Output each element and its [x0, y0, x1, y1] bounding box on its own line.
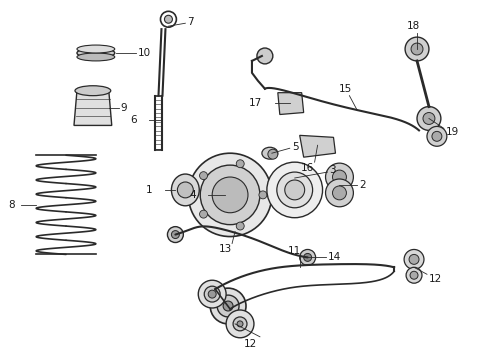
Circle shape — [411, 43, 423, 55]
Ellipse shape — [77, 48, 115, 58]
Circle shape — [406, 267, 422, 283]
Text: 12: 12 — [429, 274, 442, 284]
Text: 12: 12 — [244, 339, 257, 349]
Text: 10: 10 — [138, 48, 151, 58]
Ellipse shape — [77, 53, 115, 61]
Text: 4: 4 — [190, 190, 196, 200]
Text: 3: 3 — [329, 165, 336, 175]
Circle shape — [417, 107, 441, 130]
Polygon shape — [278, 93, 304, 114]
Text: 6: 6 — [130, 116, 137, 126]
Circle shape — [226, 310, 254, 338]
Circle shape — [188, 153, 272, 237]
Circle shape — [172, 231, 179, 239]
Ellipse shape — [262, 147, 278, 159]
Ellipse shape — [77, 45, 115, 53]
Text: 11: 11 — [288, 247, 301, 256]
Circle shape — [257, 48, 273, 64]
Circle shape — [223, 301, 233, 311]
Text: 8: 8 — [8, 200, 15, 210]
Text: 5: 5 — [292, 142, 298, 152]
Circle shape — [325, 179, 353, 207]
Circle shape — [325, 163, 353, 191]
Circle shape — [405, 37, 429, 61]
Circle shape — [333, 170, 346, 184]
Circle shape — [404, 249, 424, 269]
Polygon shape — [74, 91, 112, 125]
Text: 2: 2 — [359, 180, 366, 190]
Circle shape — [268, 149, 278, 159]
Text: 7: 7 — [187, 17, 194, 27]
Circle shape — [212, 177, 248, 213]
Circle shape — [304, 253, 312, 261]
Circle shape — [277, 172, 313, 208]
Circle shape — [217, 295, 239, 317]
Text: 13: 13 — [219, 244, 232, 255]
Circle shape — [208, 290, 216, 298]
Ellipse shape — [75, 86, 111, 96]
Text: 18: 18 — [406, 21, 419, 31]
Circle shape — [423, 113, 435, 125]
Circle shape — [199, 172, 208, 180]
Ellipse shape — [172, 174, 199, 206]
Circle shape — [236, 222, 244, 230]
Circle shape — [198, 280, 226, 308]
Circle shape — [259, 191, 267, 199]
Circle shape — [210, 288, 246, 324]
Text: 14: 14 — [327, 252, 341, 262]
Circle shape — [165, 15, 172, 23]
Text: 9: 9 — [121, 103, 127, 113]
Text: 19: 19 — [446, 127, 459, 138]
Circle shape — [177, 182, 193, 198]
Text: 15: 15 — [339, 84, 352, 94]
Polygon shape — [300, 135, 336, 157]
Text: 1: 1 — [146, 185, 152, 195]
Circle shape — [168, 227, 183, 243]
Circle shape — [300, 249, 316, 265]
Circle shape — [333, 186, 346, 200]
Circle shape — [199, 210, 208, 218]
Circle shape — [432, 131, 442, 141]
Circle shape — [204, 286, 220, 302]
Circle shape — [233, 317, 247, 331]
Text: 16: 16 — [301, 163, 314, 173]
Circle shape — [285, 180, 305, 200]
Circle shape — [410, 271, 418, 279]
Circle shape — [267, 162, 322, 218]
Text: 17: 17 — [248, 98, 262, 108]
Circle shape — [427, 126, 447, 146]
Circle shape — [237, 321, 243, 327]
Circle shape — [200, 165, 260, 225]
Circle shape — [409, 255, 419, 264]
Circle shape — [236, 160, 244, 168]
